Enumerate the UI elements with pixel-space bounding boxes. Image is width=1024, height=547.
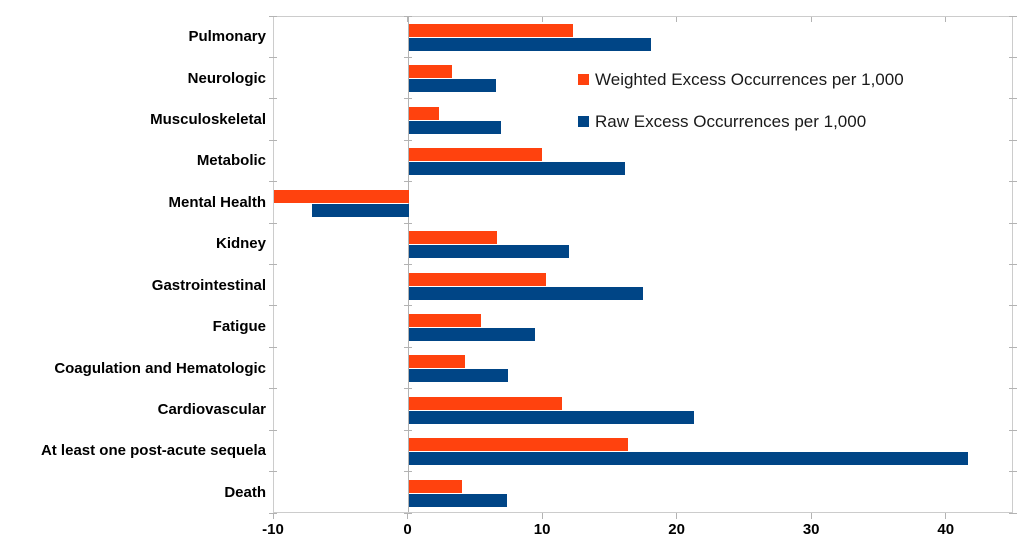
category-label: Mental Health xyxy=(168,193,266,211)
legend-label-weighted: Weighted Excess Occurrences per 1,000 xyxy=(595,69,904,89)
category-tick xyxy=(269,181,277,183)
bar-weighted xyxy=(274,189,409,203)
category-tick xyxy=(1009,346,1017,348)
x-tick-label: 10 xyxy=(533,521,551,538)
bar-weighted xyxy=(408,355,466,369)
bar-raw xyxy=(408,245,569,259)
bar-raw xyxy=(408,327,535,341)
category-label: Kidney xyxy=(215,235,266,253)
x-tick-label: 40 xyxy=(937,521,955,538)
category-tick xyxy=(403,181,412,183)
bar-weighted xyxy=(408,313,482,327)
category-tick xyxy=(1009,388,1017,390)
x-axis-top-tick xyxy=(676,17,678,22)
category-tick xyxy=(1009,98,1017,100)
bar-raw xyxy=(408,120,502,134)
category-label: Coagulation and Hematologic xyxy=(54,359,266,377)
bar-raw xyxy=(408,286,643,300)
x-axis-top-tick xyxy=(945,17,947,22)
category-tick xyxy=(1009,15,1017,17)
category-label: Gastrointestinal xyxy=(151,276,266,294)
category-tick xyxy=(1009,222,1017,224)
bar-raw xyxy=(408,493,507,507)
category-tick xyxy=(269,222,277,224)
category-tick xyxy=(403,264,412,265)
x-axis-tick xyxy=(945,513,947,519)
category-tick xyxy=(1009,139,1017,141)
bar-raw xyxy=(311,203,409,217)
category-tick xyxy=(403,56,412,58)
plot-area xyxy=(273,16,1013,513)
bar-weighted xyxy=(408,396,562,410)
bar-weighted xyxy=(408,24,573,37)
x-tick-label: 20 xyxy=(668,521,685,538)
category-tick xyxy=(403,222,412,224)
category-tick xyxy=(269,429,277,431)
category-tick xyxy=(1009,56,1017,58)
category-tick xyxy=(269,98,277,100)
category-tick xyxy=(1009,305,1017,307)
category-label: Fatigue xyxy=(212,318,266,336)
category-tick xyxy=(269,346,277,348)
category-label: Death xyxy=(224,483,266,501)
bar-raw xyxy=(408,410,694,424)
category-label: At least one post-acute sequela xyxy=(40,442,266,460)
category-tick xyxy=(269,388,277,390)
category-tick xyxy=(403,98,412,100)
category-tick xyxy=(1009,429,1017,431)
x-axis-tick xyxy=(407,513,409,519)
legend: Weighted Excess Occurrences per 1,000 Ra… xyxy=(578,69,904,155)
category-tick xyxy=(269,305,277,307)
category-tick xyxy=(269,56,277,58)
legend-item-weighted: Weighted Excess Occurrences per 1,000 xyxy=(578,69,904,89)
bar-weighted xyxy=(408,438,628,452)
bar-weighted xyxy=(408,479,463,493)
bar-weighted xyxy=(408,65,452,79)
x-axis-top-tick xyxy=(810,17,812,22)
bar-weighted xyxy=(408,106,440,120)
category-tick xyxy=(269,15,277,17)
legend-item-raw: Raw Excess Occurrences per 1,000 xyxy=(578,111,904,131)
category-tick xyxy=(403,305,412,307)
bar-raw xyxy=(408,452,969,466)
category-tick xyxy=(1009,512,1017,514)
category-tick xyxy=(403,388,412,390)
legend-label-raw: Raw Excess Occurrences per 1,000 xyxy=(595,111,867,131)
bar-raw xyxy=(408,369,509,383)
bar-raw xyxy=(408,38,651,51)
x-axis-tick xyxy=(676,513,678,519)
bar-raw xyxy=(408,162,626,176)
legend-swatch-raw-icon xyxy=(578,116,589,127)
x-axis-tick xyxy=(541,513,543,519)
category-tick xyxy=(269,139,277,141)
category-tick xyxy=(269,471,277,473)
category-label: Metabolic xyxy=(196,152,266,170)
x-axis-tick xyxy=(810,513,812,519)
bar-raw xyxy=(408,79,496,93)
category-tick xyxy=(269,264,277,265)
category-tick xyxy=(1009,471,1017,473)
bar-weighted xyxy=(408,148,542,162)
category-tick xyxy=(403,139,412,141)
x-tick-label: -10 xyxy=(262,521,284,538)
bar-weighted xyxy=(408,272,546,286)
x-axis-top-tick xyxy=(541,17,543,22)
category-label: Neurologic xyxy=(187,69,266,87)
category-tick xyxy=(403,15,412,17)
x-tick-label: 0 xyxy=(403,521,412,538)
x-tick-label: 30 xyxy=(802,521,820,538)
category-tick xyxy=(403,346,412,348)
category-tick xyxy=(1009,264,1017,265)
category-label: Musculoskeletal xyxy=(150,111,266,129)
category-label: Cardiovascular xyxy=(157,400,266,418)
bar-weighted xyxy=(408,231,498,245)
legend-swatch-weighted-icon xyxy=(578,74,589,85)
x-axis-tick xyxy=(272,513,274,519)
category-label: Pulmonary xyxy=(188,28,266,46)
category-tick xyxy=(403,471,412,473)
category-tick xyxy=(1009,181,1017,183)
category-tick xyxy=(403,429,412,431)
x-axis-top-tick xyxy=(407,17,409,22)
